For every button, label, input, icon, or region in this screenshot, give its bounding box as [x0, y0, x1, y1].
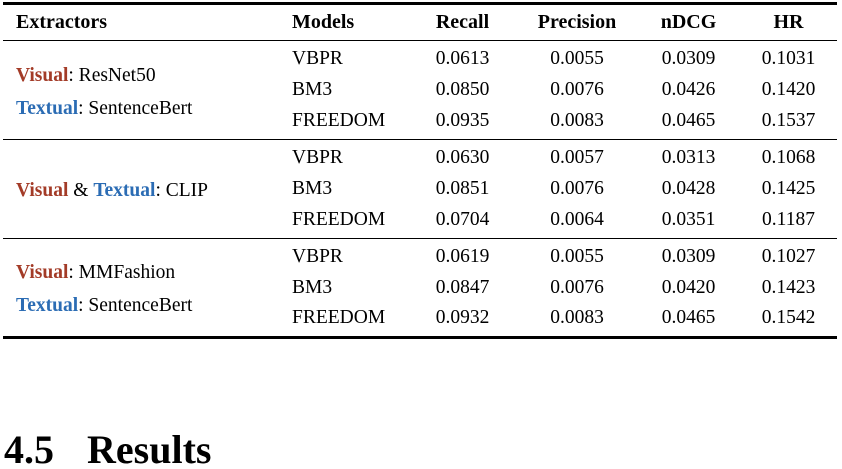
column-header-models: Models [283, 3, 408, 41]
cell-precision: 0.0055 [550, 47, 604, 69]
cell-model: BM3 [292, 178, 333, 199]
column-header-hr: HR [740, 3, 837, 41]
cell-hr: 0.1537 [761, 109, 816, 131]
extractor-cell: Visual: ResNet50 Textual: SentenceBert [3, 41, 283, 140]
cell-recall: 0.0851 [435, 178, 490, 199]
extractor-line: Visual: MMFashion [16, 256, 283, 289]
cell-hr: 0.1420 [761, 79, 816, 100]
cell-ndcg: 0.0420 [661, 277, 716, 298]
column-header-precision: Precision [517, 3, 637, 41]
section-title: Results [87, 427, 212, 469]
extractor-line: Textual: SentenceBert [16, 92, 283, 125]
extractor-text: : SentenceBert [78, 295, 193, 316]
cell-model: BM3 [292, 79, 333, 100]
table-row: Visual: MMFashion Textual: SentenceBert VB… [3, 239, 837, 316]
extractor-textual-label: Textual [16, 295, 79, 316]
cell-ndcg: 0.0309 [661, 47, 716, 69]
table-row: FREEDOM 0.0935 0.0083 0.0465 0.1537 [3, 107, 837, 140]
cell-recall: 0.0850 [435, 79, 490, 100]
table-row: Visual & Textual: CLIP VBPR 0.0630 0.0057 0.… [3, 140, 837, 201]
cell-recall: 0.0932 [435, 307, 490, 329]
cell-recall: 0.0630 [435, 146, 490, 168]
results-table: Extractors Models Recall Precision nDCG HR Vis… [3, 2, 837, 339]
extractor-line: Visual: ResNet50 [16, 59, 283, 92]
section-heading: 4.5 Results [4, 428, 211, 469]
cell-recall: 0.0613 [435, 47, 490, 69]
cell-model: FREEDOM [292, 208, 386, 230]
table-row: FREEDOM 0.0704 0.0064 0.0351 0.1187 [3, 206, 837, 239]
table-group: Visual: ResNet50 Textual: SentenceBert VBP… [3, 41, 837, 140]
cell-model: BM3 [292, 277, 333, 298]
table-row: FREEDOM 0.0932 0.0083 0.0465 0.1542 [3, 305, 837, 338]
cell-model: VBPR [292, 146, 343, 168]
extractor-text: : SentenceBert [78, 97, 193, 119]
cell-recall: 0.0935 [435, 109, 490, 131]
extractor-line: Visual & Textual: CLIP [16, 174, 283, 207]
cell-ndcg: 0.0309 [661, 245, 716, 267]
extractor-text: : CLIP [155, 180, 209, 201]
extractor-visual-label: Visual [16, 262, 69, 283]
cell-precision: 0.0083 [550, 307, 604, 329]
table-row: BM3 0.0851 0.0076 0.0428 0.1425 [3, 173, 837, 206]
extractor-line: Textual: SentenceBert [16, 289, 283, 322]
cell-ndcg: 0.0428 [661, 178, 716, 199]
cell-hr: 0.1425 [761, 178, 816, 199]
cell-ndcg: 0.0465 [661, 307, 716, 329]
extractor-cell: Visual: MMFashion Textual: SentenceBert [3, 239, 283, 338]
extractor-text: : MMFashion [68, 262, 176, 283]
cell-precision: 0.0076 [550, 277, 604, 298]
header-row: Extractors Models Recall Precision nDCG HR [3, 3, 837, 41]
cell-model: FREEDOM [292, 307, 386, 329]
cell-precision: 0.0057 [550, 146, 604, 168]
cell-hr: 0.1187 [762, 208, 815, 230]
results-table-grid: Extractors Models Recall Precision nDCG HR Vis… [3, 2, 837, 339]
column-header-recall: Recall [408, 3, 517, 41]
extractor-cell: Visual & Textual: CLIP [3, 140, 283, 239]
cell-model: FREEDOM [292, 109, 386, 131]
cell-hr: 0.1068 [761, 146, 816, 168]
cell-recall: 0.0704 [435, 208, 490, 230]
cell-hr: 0.1542 [761, 307, 816, 329]
cell-precision: 0.0064 [550, 208, 604, 230]
cell-precision: 0.0083 [550, 109, 604, 131]
extractor-textual-label: Textual [16, 97, 79, 119]
cell-ndcg: 0.0313 [661, 146, 716, 168]
cell-hr: 0.1027 [761, 245, 816, 267]
cell-hr: 0.1031 [761, 47, 816, 69]
cell-ndcg: 0.0465 [661, 109, 716, 131]
table-group: Visual & Textual: CLIP VBPR 0.0630 0.0057 0.… [3, 139, 837, 239]
extractor-visual-label: Visual [16, 180, 69, 201]
cell-recall: 0.0847 [435, 277, 490, 298]
cell-model: VBPR [292, 47, 343, 69]
cell-model: VBPR [292, 245, 343, 267]
cell-precision: 0.0055 [550, 245, 604, 267]
column-header-extractors: Extractors [3, 3, 283, 41]
table-row: BM3 0.0850 0.0076 0.0426 0.1420 [3, 74, 837, 107]
section-number: 4.5 [4, 427, 54, 469]
extractor-visual-label: Visual [16, 64, 69, 86]
extractor-textual-label: Textual [93, 180, 156, 201]
table-group: Visual: MMFashion Textual: SentenceBert VB… [3, 238, 837, 338]
table-row: Visual: ResNet50 Textual: SentenceBert VBP… [3, 41, 837, 119]
cell-recall: 0.0619 [435, 245, 490, 267]
cell-ndcg: 0.0426 [661, 79, 716, 100]
extractor-text: & [68, 180, 94, 201]
cell-hr: 0.1423 [761, 277, 816, 298]
column-header-ndcg: nDCG [637, 3, 740, 41]
cell-ndcg: 0.0351 [661, 208, 716, 230]
cell-precision: 0.0076 [550, 178, 604, 199]
cell-precision: 0.0076 [550, 79, 604, 100]
table-row: BM3 0.0847 0.0076 0.0420 0.1423 [3, 272, 837, 305]
extractor-text: : ResNet50 [68, 64, 156, 86]
